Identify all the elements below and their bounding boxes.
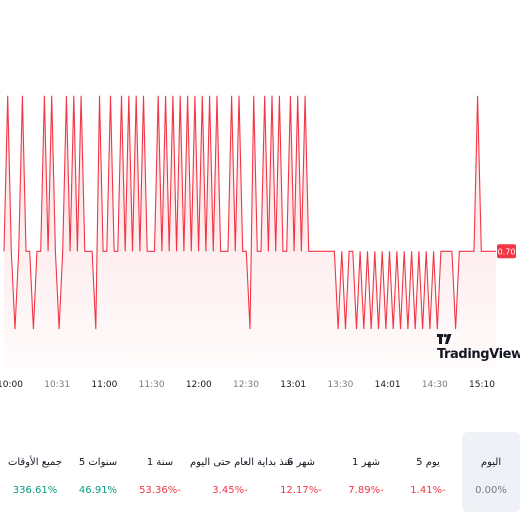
tradingview-logo-icon: [437, 332, 452, 347]
performance-periods: اليوم 0.00% 5 يوم 1.41%- 1 شهر 7.89%- 6 …: [0, 432, 520, 520]
price-chart[interactable]: 10:00 10:31 11:00 11:30 12:00 12:30 13:01 13:30…: [0, 0, 520, 400]
period-label: منذ بداية العام حتى اليوم: [190, 457, 293, 468]
x-tick-label: 15:10: [469, 380, 495, 390]
period-6-months[interactable]: 6 شهر 12.17%-: [272, 432, 330, 512]
period-ytd[interactable]: منذ بداية العام حتى اليوم 3.45%-: [190, 432, 293, 512]
period-label: 5 سنوات: [78, 457, 118, 468]
period-5-years[interactable]: 5 سنوات 46.91%: [68, 432, 128, 512]
last-price-badge: [497, 244, 516, 259]
period-label: 1 شهر: [351, 457, 381, 468]
period-value: 3.45%-: [212, 485, 248, 496]
last-price-text: 0.70: [498, 247, 516, 256]
x-axis-ticks: 10:00 10:31 11:00 11:30 12:00 12:30 13:01 13:30…: [0, 380, 495, 390]
period-value: 53.36%-: [139, 485, 181, 496]
period-value: 0.00%: [475, 485, 507, 496]
period-label: 6 شهر: [286, 457, 316, 468]
x-tick-label: 14:01: [375, 380, 401, 390]
last-price-label: 0.70: [497, 244, 516, 259]
x-tick-label: 14:30: [422, 380, 448, 390]
period-label: 5 يوم: [416, 457, 440, 468]
tradingview-logo[interactable]: TradingView: [437, 332, 520, 362]
x-tick-label: 10:00: [0, 380, 23, 390]
period-label: اليوم: [480, 457, 502, 468]
x-tick-label: 12:30: [233, 380, 259, 390]
tradingview-logo-text: TradingView: [437, 347, 520, 362]
period-label: جميع الأوقات: [7, 457, 63, 468]
x-tick-label: 13:30: [327, 380, 353, 390]
x-tick-label: 12:00: [186, 380, 212, 390]
period-value: 7.89%-: [348, 485, 384, 496]
x-tick-label: 11:00: [91, 380, 117, 390]
period-1-month[interactable]: 1 شهر 7.89%-: [338, 432, 394, 512]
period-today[interactable]: اليوم 0.00%: [462, 432, 520, 512]
period-value: 1.41%-: [410, 485, 446, 496]
period-value: 12.17%-: [280, 485, 322, 496]
price-series-line: [3, 95, 496, 330]
x-tick-label: 11:30: [139, 380, 165, 390]
period-1-year[interactable]: 1 سنة 53.36%-: [132, 432, 188, 512]
x-tick-label: 10:31: [44, 380, 70, 390]
period-5-days[interactable]: 5 يوم 1.41%-: [400, 432, 456, 512]
period-value: 46.91%: [78, 485, 118, 496]
period-value: 336.61%: [12, 485, 58, 496]
x-tick-label: 13:01: [280, 380, 306, 390]
price-line: [3, 95, 496, 330]
period-label: 1 سنة: [146, 457, 174, 468]
period-all-time[interactable]: جميع الأوقات 336.61%: [4, 432, 66, 512]
